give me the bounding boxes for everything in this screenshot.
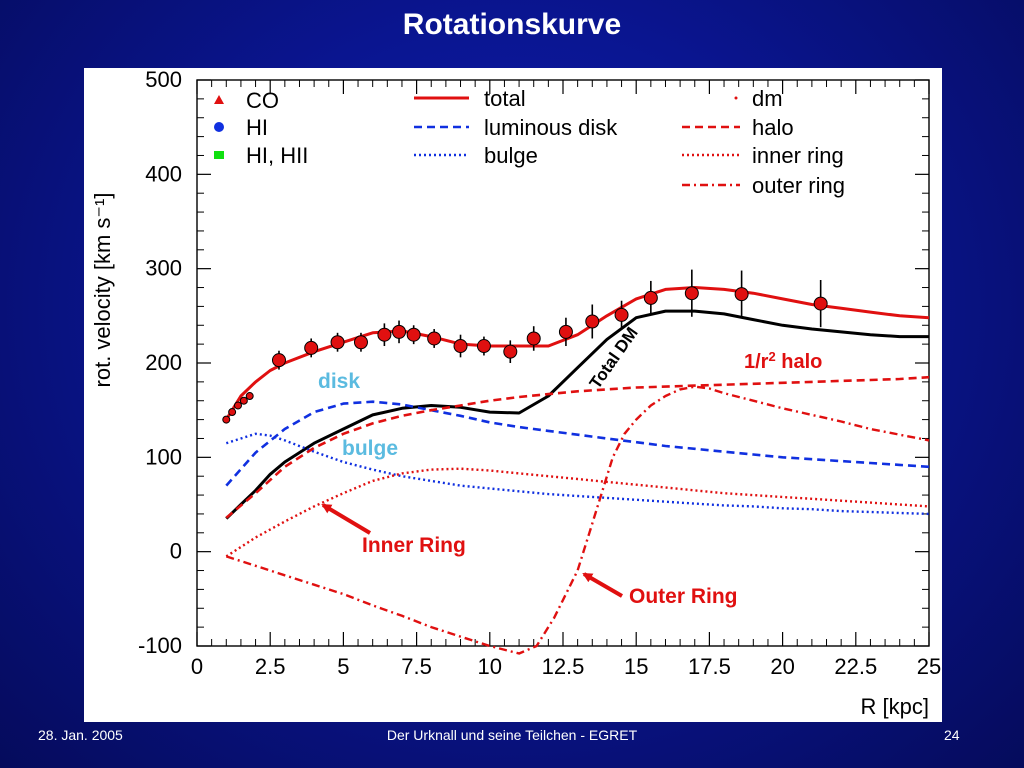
y-axis-label: rot. velocity [km s⁻¹] <box>90 193 115 388</box>
legend-marker-square <box>214 151 224 159</box>
series-total-dm <box>225 309 929 520</box>
data-point <box>304 340 319 355</box>
data-point <box>526 331 541 346</box>
outer-ring-arrow <box>582 572 624 598</box>
data-point <box>585 314 600 329</box>
x-tick-label: 0 <box>191 654 203 679</box>
data-point <box>734 287 749 302</box>
series-inner-ring <box>225 467 930 558</box>
legend-label: HI <box>246 115 268 140</box>
series-outer-ring <box>225 385 930 655</box>
data-point <box>684 286 699 301</box>
legend-label: bulge <box>484 143 538 168</box>
data-point <box>228 408 237 417</box>
legend-label: HI, HII <box>246 143 308 168</box>
x-tick-label: 10 <box>478 654 502 679</box>
x-axis-label: R [kpc] <box>861 694 929 719</box>
footer-title: Der Urknall und seine Teilchen - EGRET <box>386 727 638 743</box>
data-point <box>222 415 231 424</box>
data-point <box>245 392 254 401</box>
data-point <box>427 331 442 346</box>
legend-label: dm <box>752 86 783 111</box>
slide-title: Rotationskurve <box>402 8 622 41</box>
y-tick-label: -100 <box>138 633 182 658</box>
data-point <box>643 290 658 305</box>
chart-svg: 0 2.5 5 7.5 10 12.5 15 17.5 20 22.5 25 -100 0 100 200 3… <box>90 68 941 719</box>
x-tick-label: 15 <box>624 654 648 679</box>
inner-ring-arrow <box>321 503 372 535</box>
legend-label: total <box>484 86 526 111</box>
legend-label: inner ring <box>752 143 844 168</box>
x-tick-label: 17.5 <box>688 654 731 679</box>
x-tick-label: 5 <box>337 654 349 679</box>
legend-label: halo <box>752 115 794 140</box>
series-bulge <box>225 432 930 516</box>
y-tick-label: 400 <box>145 161 182 186</box>
legend-label: luminous disk <box>484 115 618 140</box>
legend-label: CO <box>246 88 279 113</box>
series-total <box>225 286 930 421</box>
x-tick-label: 25 <box>917 654 941 679</box>
x-tick-label: 7.5 <box>401 654 432 679</box>
y-tick-label: 200 <box>145 350 182 375</box>
annotation-disk: disk <box>318 370 360 393</box>
data-point <box>271 353 286 368</box>
x-tick-label: 22.5 <box>834 654 877 679</box>
x-tick-label: 20 <box>770 654 794 679</box>
data-point <box>453 339 468 354</box>
data-point <box>330 335 345 350</box>
annotation-bulge: bulge <box>342 437 398 460</box>
y-tick-label: 500 <box>145 68 182 92</box>
x-tick-label: 12.5 <box>542 654 585 679</box>
data-point <box>239 396 248 405</box>
legend-marker-triangle <box>214 95 224 104</box>
series-luminous-disk <box>225 400 930 487</box>
y-tick-label: 100 <box>145 444 182 469</box>
legend-line-sample <box>734 96 738 100</box>
data-point <box>377 327 392 342</box>
x-tick-label: 2.5 <box>255 654 286 679</box>
data-point <box>392 324 407 339</box>
annotation-halo: 1/r2 halo <box>744 349 822 374</box>
footer-date: 28. Jan. 2005 <box>38 727 123 743</box>
data-point <box>233 401 242 410</box>
legend-marker-circle <box>214 122 224 132</box>
data-point <box>558 324 573 339</box>
y-tick-label: 300 <box>145 256 182 281</box>
series-halo <box>225 375 930 519</box>
rotation-curve-chart: 0 2.5 5 7.5 10 12.5 15 17.5 20 22.5 25 -100 0 100 200 3… <box>84 68 942 722</box>
data-point <box>813 296 828 311</box>
data-point <box>503 344 518 359</box>
data-point <box>406 327 421 342</box>
legend-label: outer ring <box>752 173 845 198</box>
annotation-inner-ring: Inner Ring <box>362 534 466 557</box>
data-point <box>353 335 368 350</box>
y-tick-label: 0 <box>170 539 182 564</box>
footer-page-number: 24 <box>944 727 960 743</box>
data-point <box>614 307 629 322</box>
data-point <box>476 339 491 354</box>
annotation-outer-ring: Outer Ring <box>629 585 738 608</box>
